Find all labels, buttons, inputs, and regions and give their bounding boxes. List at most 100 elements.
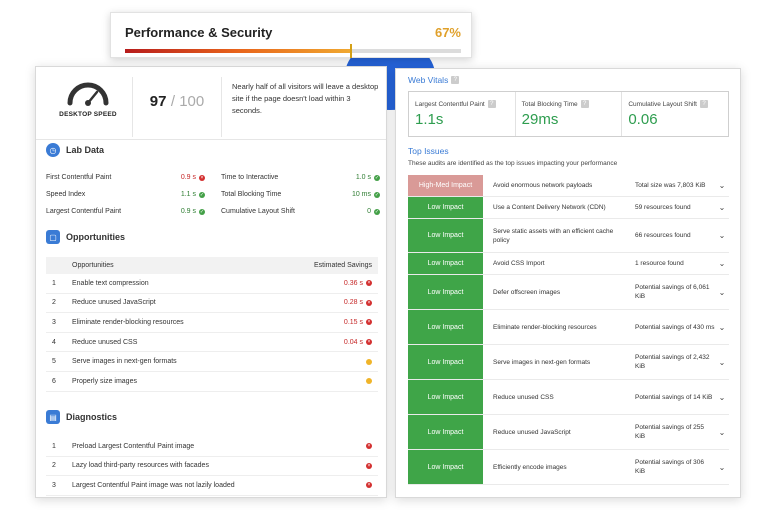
opportunities-title: Opportunities [66, 232, 125, 242]
top-issue-name: Use a Content Delivery Network (CDN) [493, 204, 606, 211]
top-issue-name: Eliminate render-blocking resources [493, 323, 597, 331]
lab-data-title: Lab Data [66, 145, 105, 155]
opportunity-number: 4 [52, 338, 56, 346]
right-report-panel: Web Vitals ? Largest Contentful Paint? 1.… [395, 68, 741, 498]
chevron-down-icon[interactable]: ⌄ [718, 203, 726, 212]
diagnostic-number: 2 [52, 462, 56, 470]
opportunity-savings-text: 0.36 s [343, 279, 363, 287]
top-issue-detail: Potential savings of 255 KiB [635, 424, 705, 440]
help-icon[interactable]: ? [700, 100, 708, 108]
top-issue-row[interactable]: Low Impact Serve static assets with an ef… [408, 219, 729, 253]
lab-metric-value-text: 1.0 s [355, 174, 371, 181]
top-issue-detail: 66 resources found [635, 232, 691, 239]
opportunity-number: 5 [52, 358, 56, 366]
top-issue-row[interactable]: High-Med Impact Avoid enormous network pa… [408, 175, 729, 197]
opportunity-row[interactable]: 3 Eliminate render-blocking resources 0.15… [46, 313, 378, 333]
help-icon[interactable]: ? [451, 76, 460, 84]
opportunities-col-name: Opportunities [72, 262, 114, 269]
web-vitals-box: Largest Contentful Paint? 1.1s Total Block… [408, 91, 729, 137]
opportunity-name: Reduce unused CSS [72, 338, 138, 346]
opportunity-row[interactable]: 1 Enable text compression 0.36 s × [46, 274, 378, 294]
divider [36, 139, 386, 140]
impact-badge: Low Impact [408, 219, 483, 252]
web-vital-label: Total Blocking Time? [522, 100, 616, 108]
top-issues-subtitle: These audits are identified as the top i… [408, 160, 618, 167]
top-issue-row[interactable]: Low Impact Defer offscreen images Potentia… [408, 275, 729, 310]
status-red-icon: × [366, 443, 372, 450]
chevron-down-icon[interactable]: ⌄ [718, 357, 726, 367]
top-issue-name: Defer offscreen images [493, 288, 561, 296]
diagnostics-title: Diagnostics [66, 412, 118, 422]
top-issue-row[interactable]: Low Impact Reduce unused JavaScript Potent… [408, 415, 729, 450]
opportunity-row[interactable]: 6 Properly size images [46, 372, 378, 392]
diagnostic-name: Largest Contentful Paint image was not l… [72, 481, 235, 489]
web-vital-label-text: Cumulative Layout Shift [628, 100, 697, 108]
diagnostic-number: 1 [52, 442, 56, 450]
desktop-speed-box: DESKTOP SPEED [48, 77, 128, 137]
chevron-down-icon[interactable]: ⌄ [718, 181, 726, 190]
lab-metric-label: Cumulative Layout Shift [221, 208, 295, 215]
opportunity-row[interactable]: 4 Reduce unused CSS 0.04 s × [46, 333, 378, 353]
lab-metric-label: Largest Contentful Paint [46, 208, 122, 215]
lab-data-grid: First Contentful Paint 0.9 s × Time to Inte… [46, 169, 381, 220]
opportunity-savings: 0.28 s × [344, 299, 372, 306]
lab-metric-value-text: 0.9 s [180, 174, 196, 181]
desktop-speed-label: DESKTOP SPEED [59, 111, 117, 118]
chevron-down-icon[interactable]: ⌄ [718, 259, 726, 268]
clock-icon: ◷ [46, 143, 60, 157]
web-vital-item: Cumulative Layout Shift? 0.06 [622, 92, 728, 136]
diagnostic-row[interactable]: 3 Largest Contentful Paint image was not … [46, 476, 378, 496]
top-issue-row[interactable]: Low Impact Eliminate render-blocking reso… [408, 310, 729, 345]
status-yellow-icon [366, 358, 372, 365]
status-green-icon: ✓ [199, 208, 205, 215]
opportunity-savings-text: 0.04 s [343, 338, 363, 346]
help-icon[interactable]: ? [487, 100, 496, 108]
chevron-down-icon[interactable]: ⌄ [718, 231, 726, 240]
status-red-icon: × [366, 482, 372, 489]
top-issue-detail: 1 resource found [635, 260, 684, 267]
performance-percent: 67% [434, 25, 461, 40]
opportunity-row[interactable]: 2 Reduce unused JavaScript 0.28 s × [46, 294, 378, 314]
diagnostic-row[interactable]: 1 Preload Largest Contentful Paint image × [46, 437, 378, 457]
diagnostic-name: Preload Largest Contentful Paint image [72, 442, 195, 450]
opportunities-table: Opportunities Estimated Savings 1 Enable … [46, 257, 378, 392]
top-issue-row[interactable]: Low Impact Serve images in next-gen forma… [408, 345, 729, 380]
web-vital-label-text: Total Blocking Time [521, 100, 578, 108]
lab-metric-value: 0 ✓ [367, 208, 380, 215]
status-red-icon: × [199, 174, 205, 181]
speed-score-box: 97 / 100 [132, 77, 222, 137]
lab-data-header: ◷ Lab Data [46, 143, 104, 157]
top-issue-name: Avoid CSS Import [493, 260, 545, 267]
performance-progress-marker [350, 44, 353, 58]
help-icon[interactable]: ? [580, 100, 589, 108]
chevron-down-icon[interactable]: ⌄ [718, 322, 726, 332]
top-issue-row[interactable]: Low Impact Use a Content Delivery Network… [408, 197, 729, 219]
impact-badge: High-Med Impact [408, 175, 483, 196]
top-issues-title: Top Issues [408, 146, 449, 156]
top-issue-row[interactable]: Low Impact Reduce unused CSS Potential sav… [408, 380, 729, 415]
impact-badge: Low Impact [408, 415, 483, 449]
web-vital-label: Cumulative Layout Shift? [628, 100, 722, 108]
opportunity-row[interactable]: 5 Serve images in next-gen formats [46, 352, 378, 372]
lab-metric-right: Time to Interactive 1.0 s ✓ [213, 174, 380, 181]
opportunity-savings-text: 0.28 s [343, 299, 363, 307]
status-red-icon: × [366, 339, 372, 346]
opportunity-savings [363, 358, 372, 365]
top-issue-row[interactable]: Low Impact Avoid CSS Import 1 resource fou… [408, 253, 729, 275]
diagnostic-row[interactable]: 2 Lazy load third-party resources with fa… [46, 457, 378, 477]
chevron-down-icon[interactable]: ⌄ [718, 287, 726, 297]
top-issue-detail: Potential savings of 430 ms [635, 323, 715, 331]
chevron-down-icon[interactable]: ⌄ [718, 462, 726, 472]
web-vital-item: Total Blocking Time? 29ms [516, 92, 623, 136]
opportunity-number: 6 [52, 377, 56, 385]
opportunity-savings-text: 0.15 s [343, 318, 363, 326]
top-issue-row[interactable]: Low Impact Efficiently encode images Poten… [408, 450, 729, 485]
diagnostic-status: × [363, 443, 372, 450]
opportunity-name: Enable text compression [72, 279, 149, 287]
speedometer-icon [67, 82, 109, 106]
lab-metric-left: Largest Contentful Paint 0.9 s ✓ [46, 208, 213, 215]
web-vital-value: 1.1s [415, 111, 444, 128]
chevron-down-icon[interactable]: ⌄ [718, 427, 726, 437]
chevron-down-icon[interactable]: ⌄ [718, 392, 726, 402]
status-red-icon: × [366, 462, 372, 469]
